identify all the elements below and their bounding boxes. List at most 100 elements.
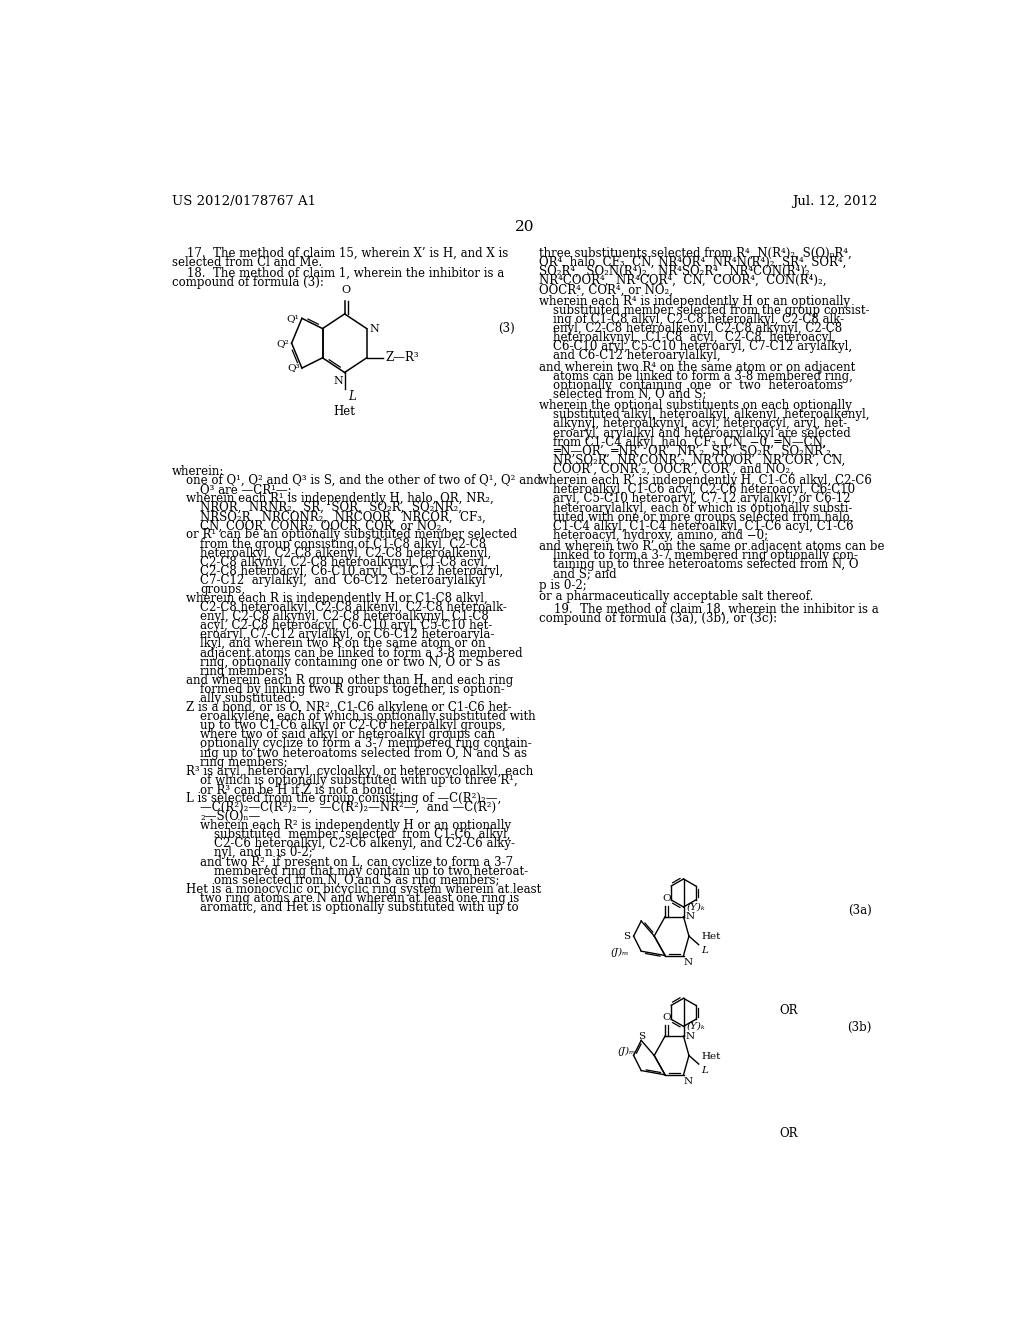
Text: (J)ₘ: (J)ₘ [617,1047,636,1056]
Text: where two of said alkyl or heteroalkyl groups can: where two of said alkyl or heteroalkyl g… [200,729,496,742]
Text: atoms can be linked to form a 3-8 membered ring,: atoms can be linked to form a 3-8 member… [553,370,853,383]
Text: N: N [684,1077,693,1086]
Text: OOCR⁴, COR⁴, or NO₂,: OOCR⁴, COR⁴, or NO₂, [539,284,673,296]
Text: and two R², if present on L, can cyclize to form a 3-7: and two R², if present on L, can cyclize… [200,855,513,869]
Text: and wherein two R’ on the same or adjacent atoms can be: and wherein two R’ on the same or adjace… [539,540,885,553]
Text: taining up to three heteroatoms selected from N, O: taining up to three heteroatoms selected… [553,558,858,572]
Text: S: S [638,1032,645,1041]
Text: or R³ can be H if Z is not a bond;: or R³ can be H if Z is not a bond; [200,783,396,796]
Text: N: N [370,323,380,334]
Text: NROR,  NRNR₂,  SR,  SOR,  SO₂R,  SO₂NR₂,: NROR, NRNR₂, SR, SOR, SO₂R, SO₂NR₂, [200,502,462,515]
Text: p is 0-2;: p is 0-2; [539,579,587,591]
Text: (Y)ₖ: (Y)ₖ [686,1022,705,1031]
Text: (Y)ₖ: (Y)ₖ [686,903,705,912]
Text: NR⁴COOR⁴,  NR⁴COR⁴,  CN,  COOR⁴,  CON(R⁴)₂,: NR⁴COOR⁴, NR⁴COR⁴, CN, COOR⁴, CON(R⁴)₂, [539,275,826,288]
Text: Z—R³: Z—R³ [385,351,419,364]
Text: enyl, C2-C8 alkynyl, C2-C8 heteroalkynyl, C1-C8: enyl, C2-C8 alkynyl, C2-C8 heteroalkynyl… [200,610,488,623]
Text: wherein each R¹ is independently H, halo, OR, NR₂,: wherein each R¹ is independently H, halo… [186,492,494,506]
Text: Het: Het [701,932,721,941]
Text: ing of C1-C8 alkyl, C2-C8 heteroalkyl, C2-C8 alk-: ing of C1-C8 alkyl, C2-C8 heteroalkyl, C… [553,313,844,326]
Text: alkynyl, heteroalkynyl, acyl, heteroacyl, aryl, het-: alkynyl, heteroalkynyl, acyl, heteroacyl… [553,417,847,430]
Text: Z is a bond, or is O, NR², C1-C6 alkylene or C1-C6 het-: Z is a bond, or is O, NR², C1-C6 alkylen… [186,701,512,714]
Text: L: L [348,391,356,403]
Text: wherein:: wherein: [172,465,224,478]
Text: OR⁴, halo, CF₃, CN, NR⁴OR⁴, NR⁴N(R⁴)₂, SR⁴, SOR⁴,: OR⁴, halo, CF₃, CN, NR⁴OR⁴, NR⁴N(R⁴)₂, S… [539,256,846,269]
Text: C2-C8 heteroalkyl, C2-C8 alkenyl, C2-C8 heteroalk-: C2-C8 heteroalkyl, C2-C8 alkenyl, C2-C8 … [200,601,507,614]
Text: two ring atoms are N and wherein at least one ring is: two ring atoms are N and wherein at leas… [200,892,519,906]
Text: OR: OR [779,1003,798,1016]
Text: substituted  member  selected  from C1-C6  alkyl,: substituted member selected from C1-C6 a… [214,828,511,841]
Text: O: O [342,285,351,296]
Text: O: O [662,1014,671,1022]
Text: Q³ are —CR¹—;: Q³ are —CR¹—; [200,483,292,496]
Text: wherein each R² is independently H or an optionally: wherein each R² is independently H or an… [200,820,511,832]
Text: eroaryl, C7-C12 arylalkyl, or C6-C12 heteroaryla-: eroaryl, C7-C12 arylalkyl, or C6-C12 het… [200,628,495,642]
Text: 20: 20 [515,220,535,234]
Text: wherein each R⁴ is independently H or an optionally: wherein each R⁴ is independently H or an… [539,294,850,308]
Text: Q¹: Q¹ [287,314,300,323]
Text: ring members;: ring members; [200,665,288,677]
Text: ing up to two heteroatoms selected from O, N and S as: ing up to two heteroatoms selected from … [200,747,527,759]
Text: US 2012/0178767 A1: US 2012/0178767 A1 [172,195,316,209]
Text: N: N [685,1031,694,1040]
Text: three substituents selected from R⁴, N(R⁴)₂, S(O)ₚR⁴,: three substituents selected from R⁴, N(R… [539,247,852,260]
Text: Het: Het [701,1052,721,1061]
Text: SO₂R⁴,  SO₂N(R⁴)₂,  NR⁴SO₂R⁴,  NR⁴CON(R⁴)₂,: SO₂R⁴, SO₂N(R⁴)₂, NR⁴SO₂R⁴, NR⁴CON(R⁴)₂, [539,265,813,279]
Text: R³ is aryl, heteroaryl, cycloalkyl, or heterocycloalkyl, each: R³ is aryl, heteroaryl, cycloalkyl, or h… [186,764,534,777]
Text: and wherein each R group other than H, and each ring: and wherein each R group other than H, a… [186,673,513,686]
Text: selected from Cl and Me.: selected from Cl and Me. [172,256,323,269]
Text: lkyl, and wherein two R on the same atom or on: lkyl, and wherein two R on the same atom… [200,638,485,651]
Text: C2-C8 heteroacyl, C6-C10 aryl, C5-C12 heteroaryl,: C2-C8 heteroacyl, C6-C10 aryl, C5-C12 he… [200,565,503,578]
Text: ₂—S(O)ₙ—: ₂—S(O)ₙ— [200,810,260,824]
Text: and wherein two R⁴ on the same atom or on adjacent: and wherein two R⁴ on the same atom or o… [539,360,855,374]
Text: up to two C1-C6 alkyl or C2-C6 heteroalkyl groups,: up to two C1-C6 alkyl or C2-C6 heteroalk… [200,719,506,733]
Text: heteroalkyl, C2-C8 alkenyl, C2-C8 heteroalkenyl,: heteroalkyl, C2-C8 alkenyl, C2-C8 hetero… [200,546,492,560]
Text: linked to form a 3-7 membered ring optionally con-: linked to form a 3-7 membered ring optio… [553,549,858,562]
Text: NR’SO₂R’, NR’CONR’₂, NR’COOR’, NR’COR’, CN,: NR’SO₂R’, NR’CONR’₂, NR’COOR’, NR’COR’, … [553,454,845,467]
Text: ═N—OR’, ═NR’, OR’, NR’₂, SR’, SO₂R’, SO₂NR’₂,: ═N—OR’, ═NR’, OR’, NR’₂, SR’, SO₂R’, SO₂… [553,445,835,458]
Text: selected from N, O and S;: selected from N, O and S; [553,388,707,401]
Text: nyl, and n is 0-2;: nyl, and n is 0-2; [214,846,312,859]
Text: 18.  The method of claim 1, wherein the inhibitor is a: 18. The method of claim 1, wherein the i… [172,267,505,280]
Text: O: O [662,894,671,903]
Text: heteroalkynyl,  C1-C8  acyl,  C2-C8  heteroacyl,: heteroalkynyl, C1-C8 acyl, C2-C8 heteroa… [553,331,836,345]
Text: Jul. 12, 2012: Jul. 12, 2012 [793,195,878,209]
Text: N: N [334,376,343,385]
Text: (3a): (3a) [848,904,872,917]
Text: Q²: Q² [276,339,289,347]
Text: from the group consisting of C1-C8 alkyl, C2-C8: from the group consisting of C1-C8 alkyl… [200,537,486,550]
Text: L: L [701,946,708,956]
Text: formed by linking two R groups together, is option-: formed by linking two R groups together,… [200,682,505,696]
Text: eroalkylene, each of which is optionally substituted with: eroalkylene, each of which is optionally… [200,710,536,723]
Text: Het is a monocyclic or bicyclic ring system wherein at least: Het is a monocyclic or bicyclic ring sys… [186,883,542,896]
Text: or R¹ can be an optionally substituted member selected: or R¹ can be an optionally substituted m… [186,528,517,541]
Text: —C(R²)₂—C(R²)₂—,  —C(R²)₂—NR²—,  and —C(R²): —C(R²)₂—C(R²)₂—, —C(R²)₂—NR²—, and —C(R²… [200,801,497,814]
Text: wherein each R is independently H or C1-C8 alkyl,: wherein each R is independently H or C1-… [186,593,487,605]
Text: optionally  containing  one  or  two  heteroatoms: optionally containing one or two heteroa… [553,379,843,392]
Text: groups,: groups, [200,583,245,595]
Text: wherein the optional substituents on each optionally: wherein the optional substituents on eac… [539,399,852,412]
Text: (3): (3) [499,322,515,335]
Text: NRSO₂R,  NRCONR₂,  NRCOOR,  NRCOR,  CF₃,: NRSO₂R, NRCONR₂, NRCOOR, NRCOR, CF₃, [200,511,485,523]
Text: COOR’, CONR’₂, OOCR’, COR’, and NO₂,: COOR’, CONR’₂, OOCR’, COR’, and NO₂, [553,463,794,475]
Text: compound of formula (3):: compound of formula (3): [172,276,324,289]
Text: N: N [684,958,693,966]
Text: N: N [685,912,694,921]
Text: eroaryl, arylalkyl and heteroarylalkyl are selected: eroaryl, arylalkyl and heteroarylalkyl a… [553,426,851,440]
Text: CN, COOR, CONR₂, OOCR, COR, or NO₂,: CN, COOR, CONR₂, OOCR, COR, or NO₂, [200,519,445,532]
Text: C7-C12  arylalkyl,  and  C6-C12  heteroarylalkyl: C7-C12 arylalkyl, and C6-C12 heteroaryla… [200,574,485,587]
Text: 19.  The method of claim 18, wherein the inhibitor is a: 19. The method of claim 18, wherein the … [539,603,879,616]
Text: oms selected from N, O and S as ring members;: oms selected from N, O and S as ring mem… [214,874,500,887]
Text: wherein each R’ is independently H, C1-C6 alkyl, C2-C6: wherein each R’ is independently H, C1-C… [539,474,871,487]
Text: of which is optionally substituted with up to three R¹,: of which is optionally substituted with … [200,774,518,787]
Text: and C6-C12 heteroarylalkyl,: and C6-C12 heteroarylalkyl, [553,350,720,362]
Text: L is selected from the group consisting of —C(R²)₂—,: L is selected from the group consisting … [186,792,502,805]
Text: adjacent atoms can be linked to form a 3-8 membered: adjacent atoms can be linked to form a 3… [200,647,522,660]
Text: heteroarylalkyl, each of which is optionally substi-: heteroarylalkyl, each of which is option… [553,502,852,515]
Text: membered ring that may contain up to two heteroat-: membered ring that may contain up to two… [214,865,528,878]
Text: C2-C8 alkynyl, C2-C8 heteroalkynyl, C1-C8 acyl,: C2-C8 alkynyl, C2-C8 heteroalkynyl, C1-C… [200,556,488,569]
Text: ring, optionally containing one or two N, O or S as: ring, optionally containing one or two N… [200,656,501,669]
Text: from C1-C4 alkyl, halo, CF₃, CN, −0, ═N—CN,: from C1-C4 alkyl, halo, CF₃, CN, −0, ═N—… [553,436,825,449]
Text: substituted alkyl, heteroalkyl, alkenyl, heteroalkenyl,: substituted alkyl, heteroalkyl, alkenyl,… [553,408,869,421]
Text: C6-C10 aryl, C5-C10 heteroaryl, C7-C12 arylalkyl,: C6-C10 aryl, C5-C10 heteroaryl, C7-C12 a… [553,341,852,354]
